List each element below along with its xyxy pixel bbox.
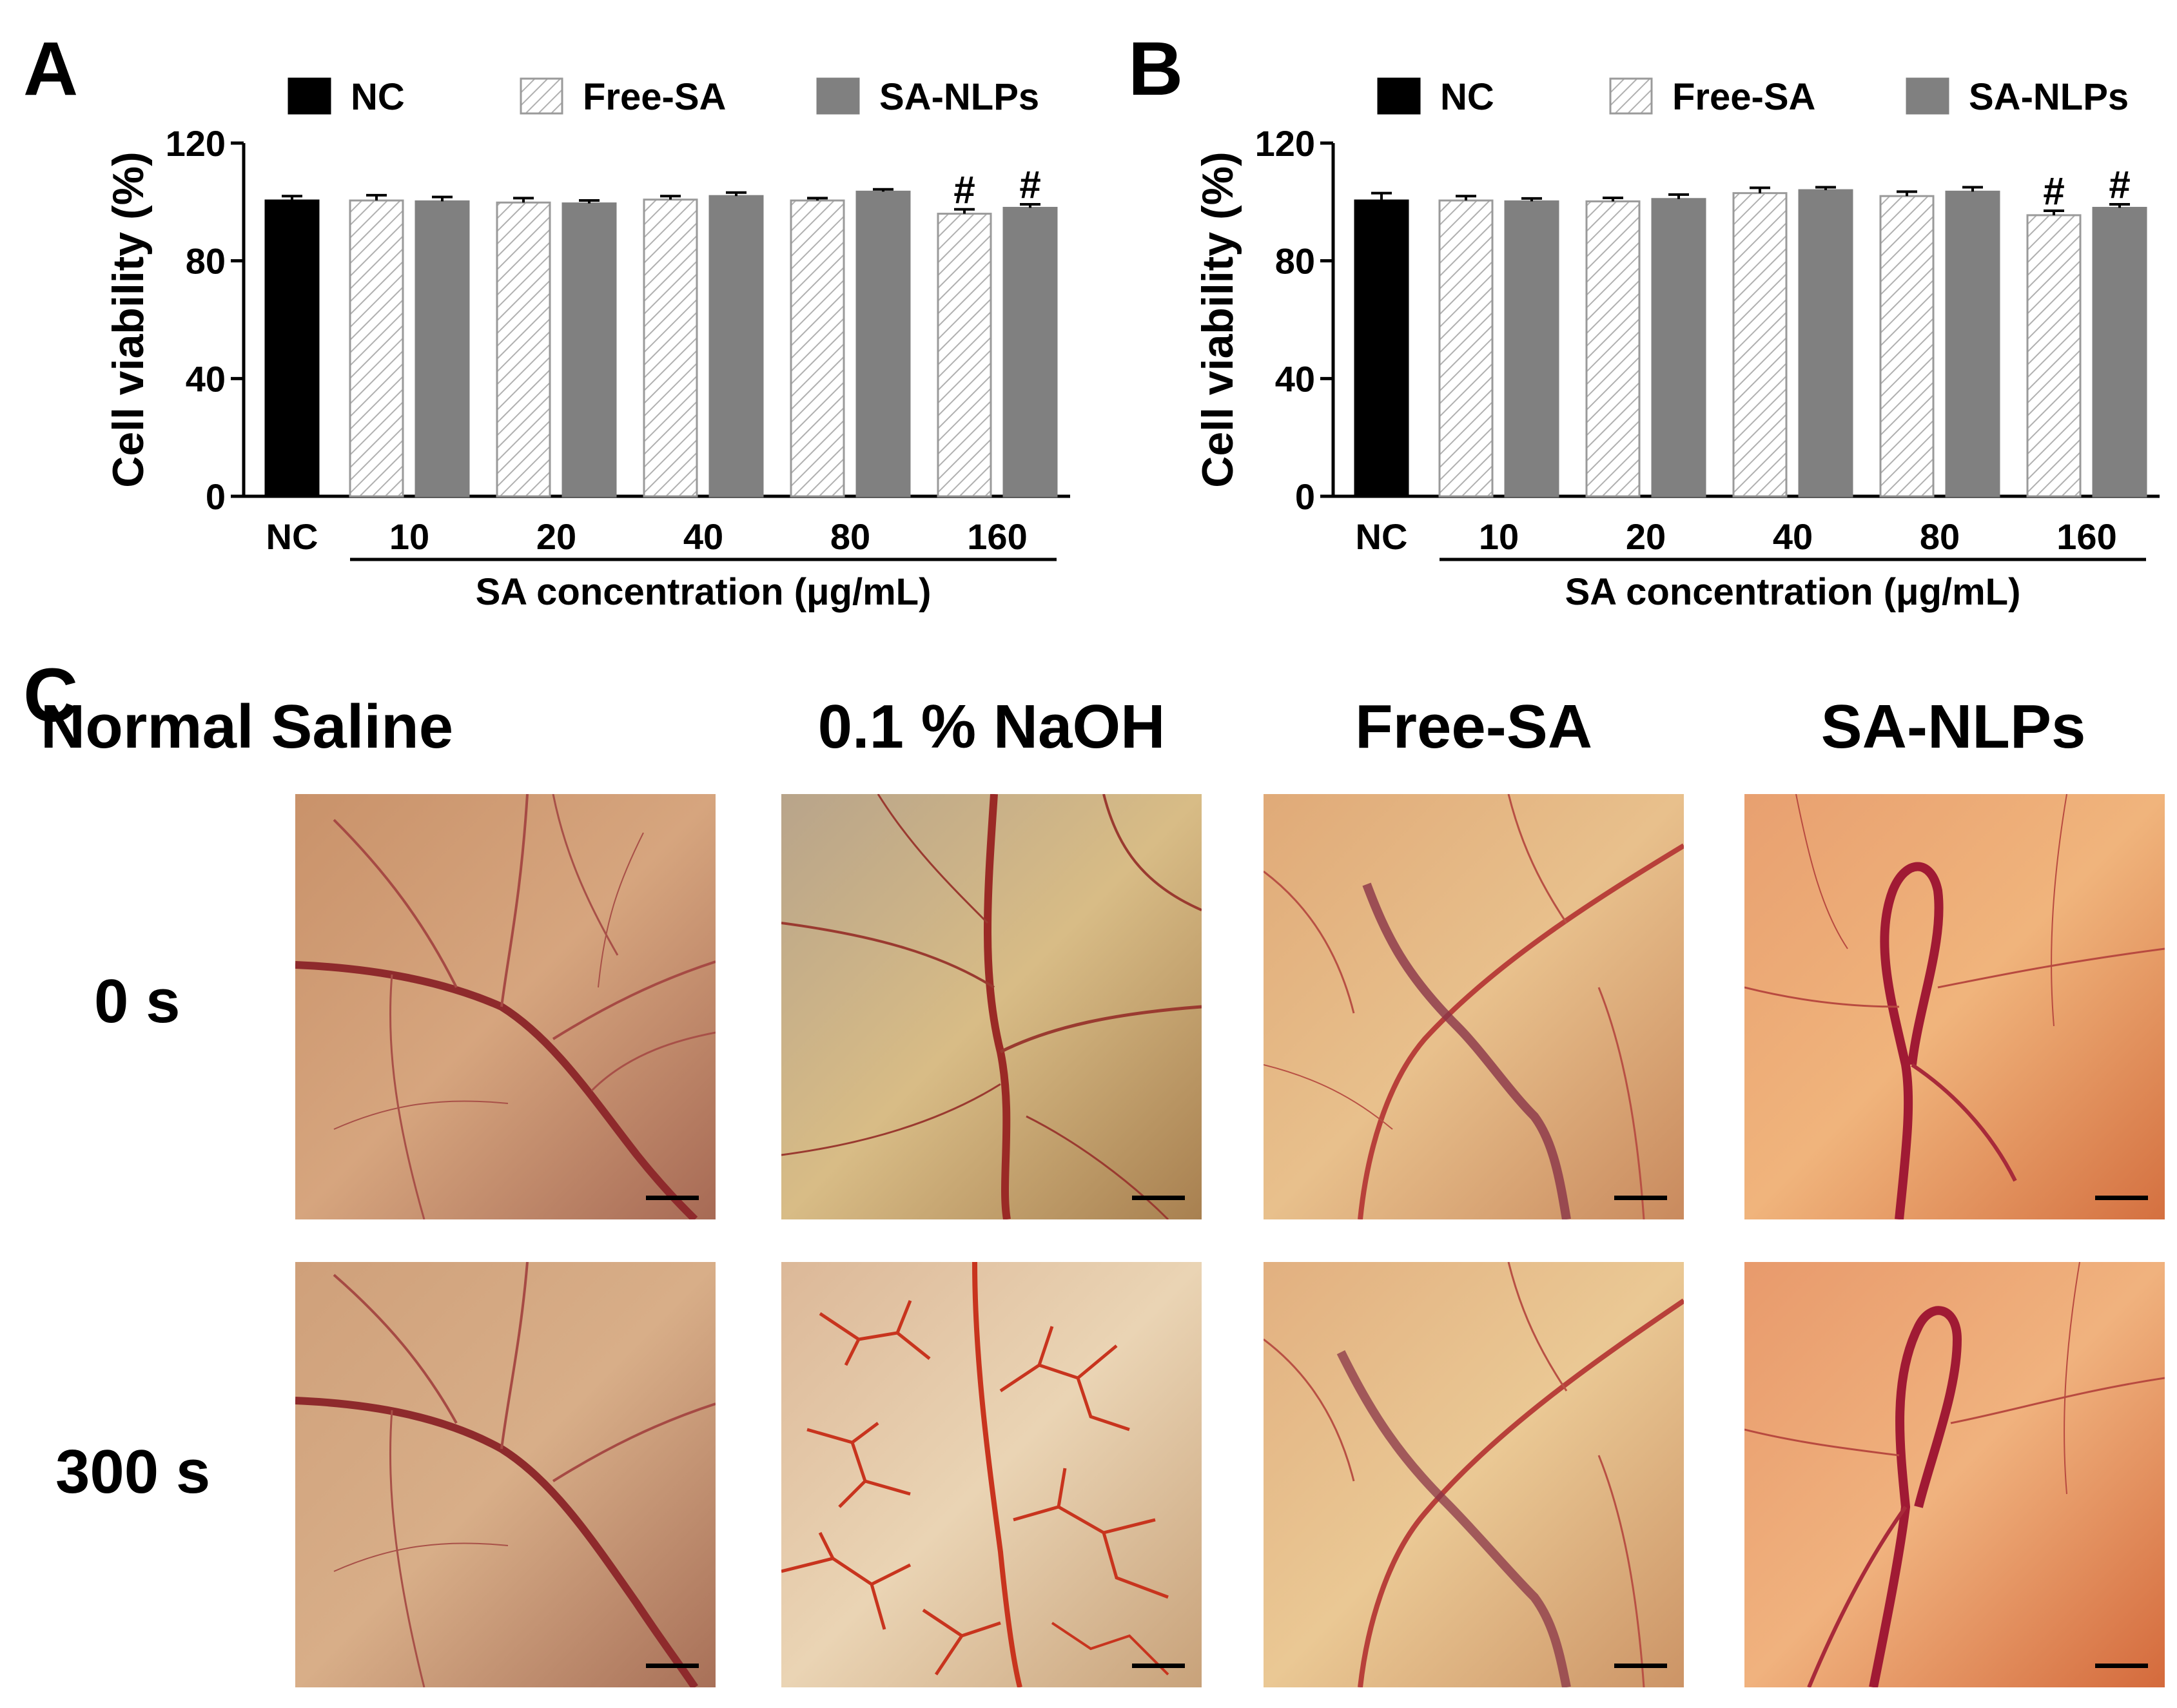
- bar-free-sa: [2026, 214, 2082, 498]
- bar-free-sa: [643, 199, 698, 498]
- bar-sa-nlps: [855, 190, 911, 498]
- y-axis-label: Cell viability (%): [1193, 151, 1242, 487]
- bar-sa-nlps: [708, 195, 764, 498]
- bar-free-sa: [937, 213, 992, 498]
- bar-sa-nlps: [1945, 190, 2000, 498]
- y-tick-label: 0: [1295, 476, 1315, 517]
- x-tick-label: 40: [1773, 516, 1813, 557]
- scale-bar: [646, 1664, 699, 1668]
- photo-free-sa-0s: [1264, 794, 1684, 1219]
- column-title-sa-nlps: SA-NLPs: [1821, 692, 2086, 761]
- photo-naoh-0s: [781, 794, 1202, 1219]
- panel-label-a: A: [23, 26, 79, 112]
- column-title-normal-saline: Normal Saline: [40, 692, 454, 761]
- legend-swatch: [1609, 77, 1653, 115]
- x-tick-label: 40: [683, 516, 723, 557]
- scale-bar: [2095, 1664, 2148, 1668]
- legend-label: NC: [1440, 76, 1494, 118]
- x-axis-label: SA concentration (μg/mL): [476, 571, 932, 613]
- bar-sa-nlps: [2092, 206, 2147, 498]
- scale-bar: [1614, 1664, 1667, 1668]
- x-tick-label: 80: [1920, 516, 1960, 557]
- x-tick-label: 160: [967, 516, 1027, 557]
- row-label-300s: 300 s: [55, 1437, 211, 1506]
- significance-marker: #: [1019, 163, 1040, 206]
- bar-free-sa: [349, 199, 404, 498]
- panel-label-b: B: [1128, 26, 1184, 112]
- y-axis-label: Cell viability (%): [104, 151, 153, 487]
- chart-b: 0 40 80 120 Cell viability (%) NC 10 20 40 80 160 #…: [1193, 76, 2160, 613]
- legend-swatch: [1377, 77, 1421, 115]
- bar-free-sa: [496, 201, 551, 498]
- panel-label-c: C: [23, 653, 79, 738]
- scale-bar: [2095, 1196, 2148, 1200]
- legend-label: SA-NLPs: [879, 76, 1039, 118]
- bar-sa-nlps: [561, 202, 617, 498]
- photo-normal-saline-300s: [295, 1262, 716, 1687]
- photo-sa-nlps-0s: [1744, 794, 2165, 1219]
- x-tick-label: NC: [266, 516, 318, 557]
- x-tick-label: 80: [830, 516, 870, 557]
- row-label-0s: 0 s: [94, 967, 181, 1036]
- legend-label: Free-SA: [583, 76, 726, 118]
- photo-free-sa-300s: [1264, 1262, 1684, 1687]
- legend-label: SA-NLPs: [1969, 76, 2129, 118]
- y-tick-label: 40: [186, 358, 226, 399]
- legend-swatch: [288, 77, 331, 115]
- scale-bar: [1132, 1664, 1185, 1668]
- x-tick-label: NC: [1356, 516, 1408, 557]
- x-tick-label: 20: [536, 516, 576, 557]
- bar-sa-nlps: [1651, 198, 1706, 498]
- y-tick-label: 120: [166, 123, 226, 164]
- scale-bar: [646, 1196, 699, 1200]
- bar-nc: [1354, 199, 1409, 498]
- photo-naoh-300s: [781, 1262, 1202, 1687]
- bar-free-sa: [1585, 200, 1641, 498]
- bar-sa-nlps: [1002, 206, 1058, 498]
- significance-marker: #: [2109, 163, 2130, 206]
- legend-swatch: [816, 77, 860, 115]
- y-tick-label: 80: [186, 241, 226, 282]
- significance-marker: #: [953, 168, 975, 211]
- bar-sa-nlps: [415, 200, 470, 498]
- x-tick-label: 10: [1479, 516, 1519, 557]
- bar-sa-nlps: [1504, 200, 1559, 498]
- y-tick-label: 120: [1255, 123, 1315, 164]
- significance-marker: #: [2043, 170, 2064, 213]
- bar-free-sa: [1732, 192, 1788, 498]
- photo-normal-saline-0s: [295, 794, 716, 1219]
- photo-sa-nlps-300s: [1744, 1262, 2165, 1687]
- bar-free-sa: [1438, 199, 1494, 498]
- scale-bar: [1132, 1196, 1185, 1200]
- x-axis-label: SA concentration (μg/mL): [1565, 571, 2021, 613]
- column-title-free-sa: Free-SA: [1354, 692, 1593, 761]
- x-tick-label: 20: [1626, 516, 1666, 557]
- scale-bar: [1614, 1196, 1667, 1200]
- chart-a: 0 40 80 120 Cell viability (%) NC 10 20 40 80 160 #…: [104, 76, 1070, 613]
- legend-swatch: [1906, 77, 1949, 115]
- legend-label: Free-SA: [1672, 76, 1815, 118]
- y-tick-label: 80: [1275, 241, 1315, 282]
- x-tick-label: 10: [389, 516, 429, 557]
- column-title-naoh: 0.1 % NaOH: [817, 692, 1166, 761]
- y-tick-label: 40: [1275, 358, 1315, 399]
- bar-free-sa: [1879, 195, 1935, 498]
- bar-nc: [264, 199, 320, 498]
- y-tick-label: 0: [206, 476, 226, 517]
- bar-sa-nlps: [1798, 189, 1853, 498]
- legend-label: NC: [351, 76, 405, 118]
- legend-swatch: [520, 77, 563, 115]
- bar-free-sa: [790, 199, 845, 498]
- x-tick-label: 160: [2056, 516, 2116, 557]
